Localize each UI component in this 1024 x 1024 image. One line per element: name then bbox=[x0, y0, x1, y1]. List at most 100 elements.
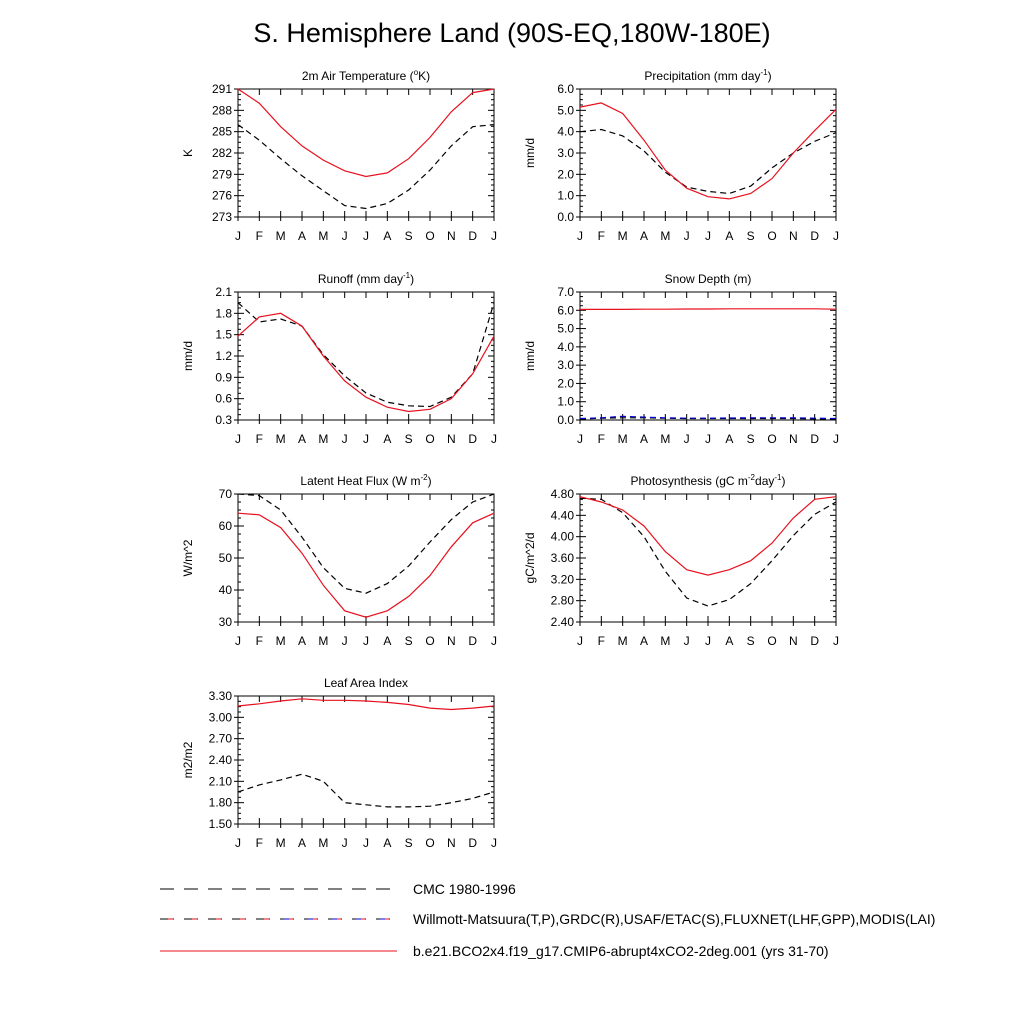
x-tick-label: J bbox=[577, 229, 583, 243]
x-tick-label: D bbox=[468, 634, 477, 648]
y-tick-label: 2.40 bbox=[551, 615, 575, 629]
x-tick-label: A bbox=[383, 432, 391, 446]
series-line-model bbox=[579, 102, 837, 200]
x-tick-label: J bbox=[235, 432, 241, 446]
y-tick-label: 2.1 bbox=[215, 285, 232, 299]
y-tick-label: 2.10 bbox=[209, 774, 233, 788]
x-tick-label: S bbox=[747, 634, 755, 648]
x-tick-label: J bbox=[235, 634, 241, 648]
x-tick-label: M bbox=[618, 432, 628, 446]
series-line-model bbox=[237, 88, 495, 178]
y-tick-label: 276 bbox=[212, 189, 232, 203]
x-tick-label: A bbox=[298, 634, 306, 648]
y-tick-label: 1.5 bbox=[215, 328, 232, 342]
y-tick-label: 282 bbox=[212, 146, 232, 160]
x-tick-label: N bbox=[789, 229, 798, 243]
x-tick-label: M bbox=[318, 432, 328, 446]
chart-panel-4: Snow Depth (m) mm/d 7.0 6.0 5.0 4.0 3.0 2.0 1.0 0… bbox=[523, 272, 839, 446]
y-tick-label: 5.0 bbox=[557, 103, 574, 117]
y-axis-label: mm/d bbox=[523, 138, 537, 168]
y-tick-label: 1.50 bbox=[209, 817, 233, 831]
x-tick-label: O bbox=[767, 229, 776, 243]
series-line-obs bbox=[579, 417, 837, 420]
x-tick-label: J bbox=[235, 229, 241, 243]
x-tick-label: N bbox=[789, 634, 798, 648]
x-tick-label: J bbox=[684, 229, 690, 243]
x-tick-label: M bbox=[318, 634, 328, 648]
x-tick-label: J bbox=[705, 634, 711, 648]
y-tick-label: 1.8 bbox=[215, 306, 232, 320]
chart-panel-2: Precipitation (mm day-1) mm/d 6.0 5.0 4.0 3.0… bbox=[523, 68, 839, 243]
y-tick-label: 4.40 bbox=[551, 508, 575, 522]
series-line-obs bbox=[237, 124, 495, 210]
y-tick-label: 2.0 bbox=[557, 376, 574, 390]
panel-title: Runoff (mm day-1) bbox=[318, 271, 414, 286]
x-tick-label: D bbox=[468, 432, 477, 446]
y-tick-label: 6.0 bbox=[557, 82, 574, 96]
y-tick-label: 1.80 bbox=[209, 796, 233, 810]
series-line-obs bbox=[237, 302, 495, 408]
y-tick-label: 0.6 bbox=[215, 392, 232, 406]
y-tick-label: 0.0 bbox=[557, 413, 574, 427]
x-tick-label: A bbox=[298, 432, 306, 446]
x-tick-label: M bbox=[276, 836, 286, 850]
y-tick-label: 285 bbox=[212, 125, 232, 139]
title-superscript: -1 bbox=[403, 271, 411, 280]
y-tick-label: 273 bbox=[212, 210, 232, 224]
x-tick-label: F bbox=[256, 634, 263, 648]
x-tick-label: S bbox=[405, 634, 413, 648]
title-text: ) bbox=[428, 474, 432, 488]
title-text: Precipitation (mm day bbox=[644, 69, 760, 83]
x-tick-label: F bbox=[256, 836, 263, 850]
x-tick-label: J bbox=[363, 836, 369, 850]
title-text: K) bbox=[418, 69, 430, 83]
x-tick-label: D bbox=[810, 634, 819, 648]
y-tick-label: 4.00 bbox=[551, 530, 575, 544]
x-tick-label: M bbox=[660, 634, 670, 648]
title-superscript: -2 bbox=[420, 473, 428, 482]
y-axis-label: W/m^2 bbox=[181, 539, 195, 576]
title-text: ) bbox=[768, 69, 772, 83]
y-tick-label: 3.60 bbox=[551, 551, 575, 565]
x-tick-label: J bbox=[577, 634, 583, 648]
y-tick-label: 2.70 bbox=[209, 732, 233, 746]
x-tick-label: J bbox=[705, 229, 711, 243]
page-title: S. Hemisphere Land (90S-EQ,180W-180E) bbox=[253, 18, 771, 48]
x-tick-label: J bbox=[833, 229, 839, 243]
x-tick-label: D bbox=[810, 229, 819, 243]
chart-panel-1: 2m Air Temperature (oK) K 291 288 285 282 279 2… bbox=[181, 68, 497, 243]
chart-panel-7: Leaf Area Index m2/m2 3.30 3.00 2.70 2.40 2.10… bbox=[181, 676, 497, 850]
x-tick-label: S bbox=[405, 229, 413, 243]
y-tick-label: 1.0 bbox=[557, 395, 574, 409]
y-tick-label: 3.0 bbox=[557, 146, 574, 160]
series-line-model bbox=[579, 496, 837, 576]
y-tick-label: 279 bbox=[212, 167, 232, 181]
y-tick-label: 0.9 bbox=[215, 370, 232, 384]
x-tick-label: D bbox=[468, 836, 477, 850]
y-tick-label: 50 bbox=[219, 551, 233, 565]
panel-title: Photosynthesis (gC m-2day-1) bbox=[631, 473, 786, 488]
x-tick-label: M bbox=[618, 229, 628, 243]
x-tick-label: N bbox=[447, 229, 456, 243]
series-line-obs bbox=[237, 773, 495, 808]
y-tick-label: 30 bbox=[219, 615, 233, 629]
series-line-model bbox=[237, 512, 495, 618]
chart-panel-5: Latent Heat Flux (W m-2)W/m^27060504030J… bbox=[181, 473, 497, 648]
x-tick-label: O bbox=[425, 229, 434, 243]
x-tick-label: J bbox=[705, 432, 711, 446]
x-tick-label: M bbox=[618, 634, 628, 648]
x-tick-label: M bbox=[276, 229, 286, 243]
y-tick-label: 0.3 bbox=[215, 413, 232, 427]
x-tick-label: A bbox=[725, 432, 733, 446]
series-line-obs_alt bbox=[579, 415, 837, 420]
x-tick-label: O bbox=[767, 432, 776, 446]
x-tick-label: M bbox=[660, 432, 670, 446]
y-tick-label: 3.20 bbox=[551, 572, 575, 586]
y-tick-label: 4.80 bbox=[551, 487, 575, 501]
y-tick-label: 2.40 bbox=[209, 753, 233, 767]
y-tick-label: 2.0 bbox=[557, 167, 574, 181]
x-tick-label: N bbox=[447, 432, 456, 446]
x-tick-label: J bbox=[363, 229, 369, 243]
plot-frame bbox=[237, 291, 495, 421]
